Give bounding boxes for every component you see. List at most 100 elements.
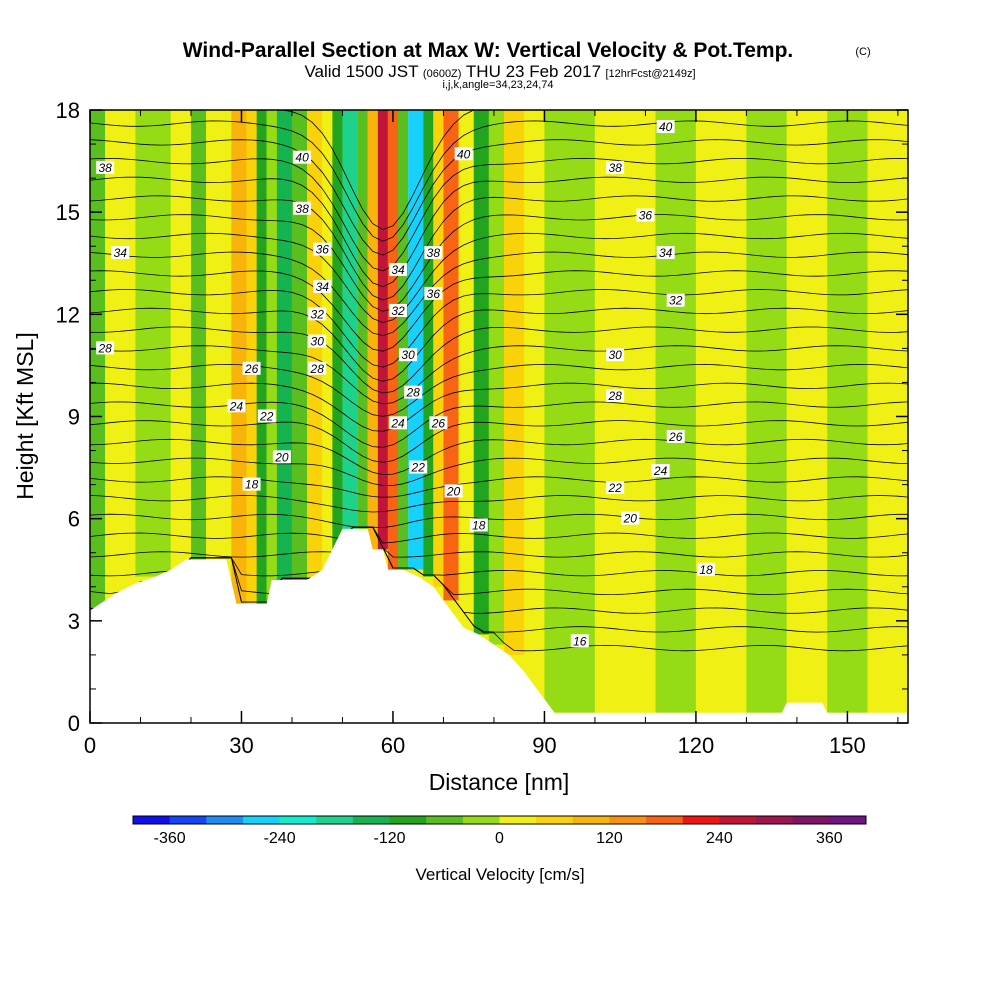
velocity-cell	[408, 110, 424, 570]
colorbar-tick-label: -120	[374, 830, 406, 847]
vertical-velocity-fill	[90, 110, 908, 723]
isentrope-line	[90, 526, 908, 577]
colorbar-tick-label: -360	[154, 830, 186, 847]
contour-label: 40	[659, 120, 673, 134]
velocity-cell	[332, 110, 343, 550]
colorbar-swatch	[206, 816, 244, 824]
contour-label-background	[444, 484, 463, 498]
velocity-cell	[190, 110, 207, 560]
potential-temperature-contours	[90, 110, 908, 652]
contour-label-background	[389, 416, 408, 430]
valid-time: Valid 1500 JST	[304, 62, 418, 81]
contour-label-background	[308, 334, 327, 348]
contour-labels: 38 34 28 40 38 36 34 32 30 28 26 24 22 20 18 34 32 30 28 24…	[96, 120, 716, 648]
velocity-cell	[377, 110, 388, 550]
velocity-cell	[342, 110, 358, 529]
isentrope-line	[90, 495, 908, 513]
isentrope-line	[90, 401, 908, 448]
contour-label: 28	[97, 341, 112, 355]
isentrope-line	[90, 307, 908, 382]
velocity-cell	[458, 110, 474, 628]
contour-label: 34	[316, 280, 330, 294]
contour-label-background	[570, 634, 589, 648]
contour-label: 26	[431, 416, 446, 430]
colorbar-swatch	[133, 816, 171, 824]
contour-label: 26	[244, 362, 259, 376]
contour-label-background	[409, 460, 428, 474]
isentrope-line	[90, 289, 908, 368]
contour-label-background	[656, 120, 675, 134]
isentrope-line	[90, 270, 908, 352]
y-tick-label: 15	[56, 200, 80, 225]
contour-label: 36	[427, 287, 441, 301]
contour-label: 24	[653, 464, 668, 478]
valid-time-line: Valid 1500 JST (0600Z) THU 23 Feb 2017 […	[304, 62, 695, 81]
colorbar: -360 -240 -120 0 120 240 360	[132, 815, 867, 847]
contour-label: 20	[446, 484, 461, 498]
velocity-cell	[423, 110, 434, 577]
velocity-cell	[544, 110, 595, 713]
isentrope-line	[90, 176, 908, 288]
velocity-cell	[266, 110, 277, 604]
contour-label-background	[389, 263, 408, 277]
isentrope-line	[90, 457, 908, 486]
isentrope-line	[90, 326, 908, 394]
velocity-cell	[443, 110, 459, 601]
velocity-cell	[170, 110, 191, 560]
contour-label: 22	[411, 461, 426, 475]
colorbar-tick-label: 240	[706, 830, 733, 847]
contour-label-background	[313, 280, 332, 294]
colorbar-swatch	[316, 816, 354, 824]
plot-area: 38 34 28 40 38 36 34 32 30 28 26 24 22 20 18 34 32 30 28 24…	[90, 110, 908, 723]
colorbar-swatch	[242, 816, 280, 824]
velocity-cell	[695, 110, 747, 713]
contour-label-background	[96, 160, 115, 174]
contour-label: 24	[390, 416, 405, 430]
contour-label: 34	[114, 246, 128, 260]
colorbar-swatch	[389, 816, 427, 824]
contour-label-background	[666, 293, 685, 307]
velocity-cell	[135, 110, 171, 577]
isentrope-line	[90, 476, 908, 498]
velocity-cell	[867, 110, 908, 713]
chart-title-mark: (C)	[855, 46, 870, 58]
contour-label: 22	[607, 481, 622, 495]
contour-label: 16	[573, 634, 587, 648]
velocity-cell	[473, 110, 489, 635]
grid-indices: i,j,k,angle=34,23,24,74	[442, 79, 553, 91]
contour-label-background	[606, 481, 625, 495]
contour-label: 18	[472, 518, 486, 532]
velocity-cell	[90, 110, 106, 611]
velocity-cell	[367, 110, 378, 550]
contour-label-background	[96, 341, 115, 355]
colorbar-label: Vertical Velocity [cm/s]	[415, 865, 584, 884]
contour-label: 38	[98, 161, 112, 175]
contour-label: 34	[659, 246, 673, 260]
velocity-cell	[231, 110, 247, 604]
isentrope-line	[90, 251, 908, 337]
contour-label: 32	[311, 307, 325, 321]
contour-label-background	[308, 361, 327, 375]
isentrope-line	[90, 526, 908, 558]
contour-label-background	[429, 416, 448, 430]
isentrope-line	[90, 345, 908, 405]
valid-utc: (0600Z)	[423, 68, 462, 80]
y-tick-label: 6	[68, 507, 80, 532]
isentrope-line	[90, 157, 908, 272]
colorbar-swatch	[646, 816, 684, 824]
isentrope-line	[90, 139, 908, 256]
contour-label: 28	[310, 362, 325, 376]
colorbar-tick-label: 360	[816, 830, 843, 847]
isentrope-line	[90, 232, 908, 323]
velocity-cell	[827, 110, 868, 713]
contour-label: 30	[311, 335, 325, 349]
contour-label-background	[293, 150, 312, 164]
contour-label: 20	[274, 450, 289, 464]
velocity-cell	[746, 110, 787, 713]
contour-label: 36	[316, 243, 330, 257]
y-tick-label: 12	[56, 302, 80, 327]
contour-label-background	[454, 147, 473, 161]
contour-label-background	[313, 242, 332, 256]
x-axis-label: Distance [nm]	[429, 769, 570, 795]
